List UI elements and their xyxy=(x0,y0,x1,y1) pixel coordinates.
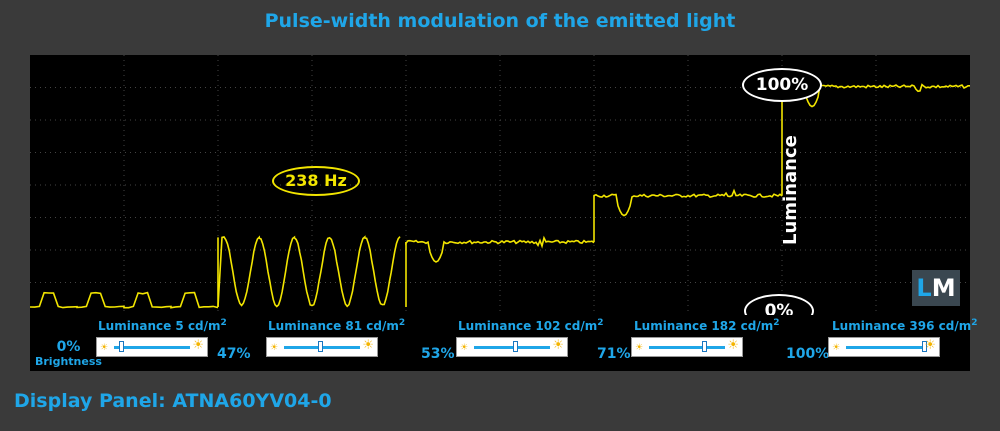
slider-track xyxy=(649,346,725,349)
slider-thumb xyxy=(921,341,927,352)
sun-dim-icon: ☀ xyxy=(270,343,279,353)
waveform-trace-1 xyxy=(30,291,219,309)
brightness-slider-1: ☀ ☀ xyxy=(96,337,208,357)
sun-dim-icon: ☀ xyxy=(832,343,841,353)
luminance-value-3: Luminance 102 cd/m2 xyxy=(458,318,604,333)
luminance-value-4: Luminance 182 cd/m2 xyxy=(634,318,780,333)
sun-dim-icon: ☀ xyxy=(100,343,109,353)
oscilloscope-plot xyxy=(30,55,970,315)
slider-thumb xyxy=(318,341,324,352)
sun-dim-icon: ☀ xyxy=(635,343,644,353)
marker-100-percent: 100% xyxy=(742,68,822,102)
y-axis-label: Luminance xyxy=(780,135,801,245)
waveform-trace-3 xyxy=(405,235,595,263)
brightness-caption: Brightness xyxy=(35,355,102,368)
slider-track xyxy=(114,346,190,349)
slider-thumb xyxy=(701,341,707,352)
waveform-traces xyxy=(30,83,970,309)
grid xyxy=(30,55,970,315)
luminance-value-1: Luminance 5 cd/m2 xyxy=(98,318,227,333)
brightness-level-4: 71% xyxy=(597,346,631,362)
sun-bright-icon: ☀ xyxy=(192,338,204,353)
waveform-trace-4 xyxy=(593,188,783,217)
display-panel-label: Display Panel: ATNA60YV04-0 xyxy=(14,390,332,412)
chart-title: Pulse-width modulation of the emitted li… xyxy=(264,10,736,32)
slider-track xyxy=(846,346,922,349)
sun-dim-icon: ☀ xyxy=(460,343,469,353)
brightness-level-1: 0% Brightness xyxy=(35,339,102,368)
sun-bright-icon: ☀ xyxy=(924,338,936,353)
frequency-label: 238 Hz xyxy=(272,166,360,196)
lm-logo: LM xyxy=(912,270,960,306)
brightness-slider-3: ☀ ☀ xyxy=(456,337,568,357)
brightness-slider-4: ☀ ☀ xyxy=(631,337,743,357)
brightness-level-3: 53% xyxy=(421,346,455,362)
waveform-canvas xyxy=(30,55,970,315)
brightness-slider-5: ☀ ☀ xyxy=(828,337,940,357)
slider-track xyxy=(474,346,550,349)
slider-thumb xyxy=(512,341,518,352)
sun-bright-icon: ☀ xyxy=(552,338,564,353)
brightness-level-5: 100% xyxy=(786,346,830,362)
slider-thumb xyxy=(119,341,125,352)
waveform-trace-5 xyxy=(781,83,970,108)
luminance-value-2: Luminance 81 cd/m2 xyxy=(268,318,406,333)
brightness-level-2: 47% xyxy=(217,346,251,362)
luminance-value-5: Luminance 396 cd/m2 xyxy=(832,318,978,333)
sun-bright-icon: ☀ xyxy=(362,338,374,353)
brightness-slider-2: ☀ ☀ xyxy=(266,337,378,357)
sun-bright-icon: ☀ xyxy=(727,338,739,353)
waveform-trace-2 xyxy=(217,235,401,308)
